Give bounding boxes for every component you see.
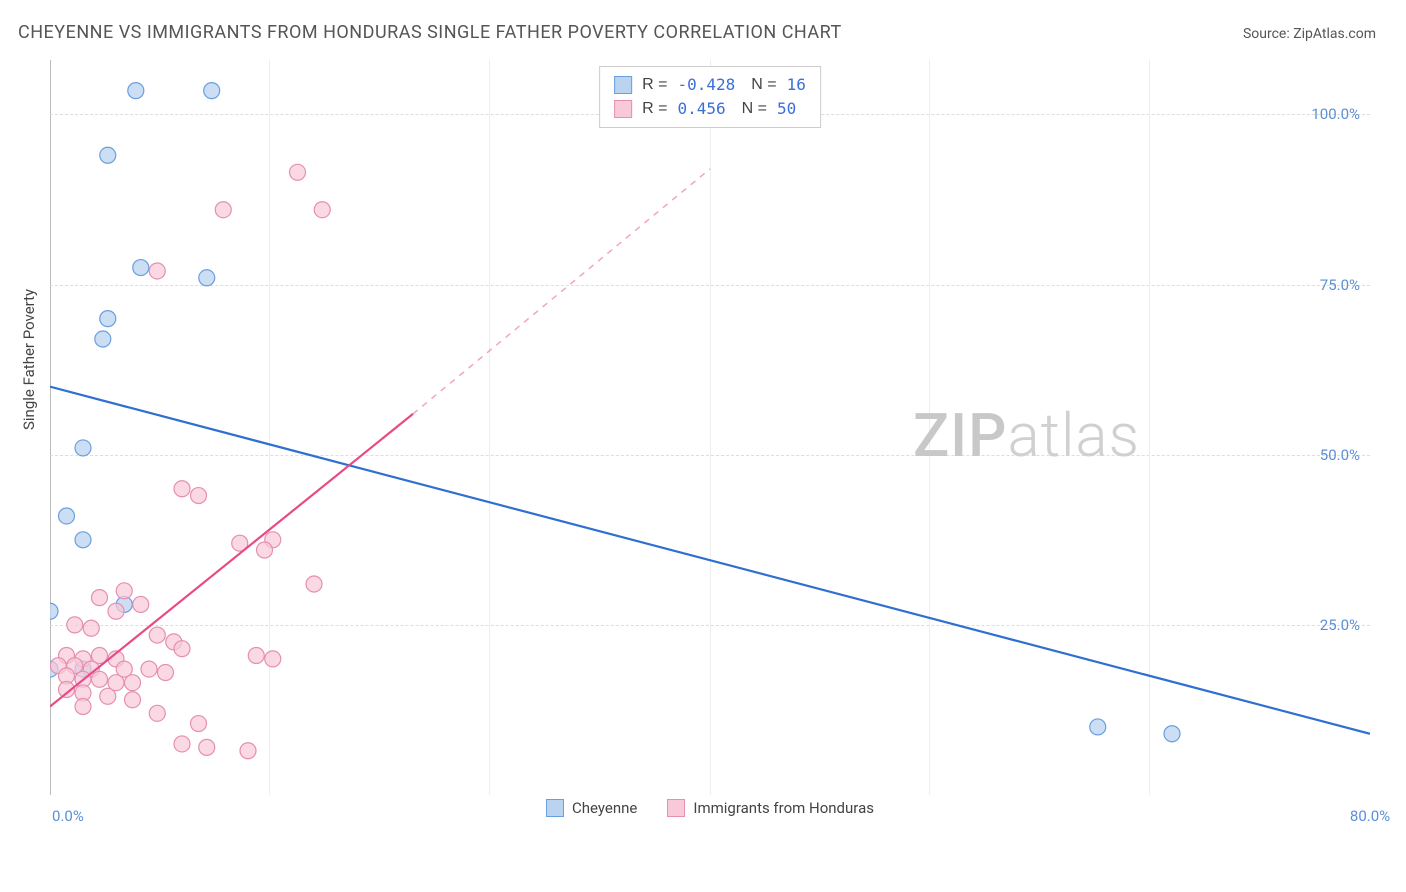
honduras-point <box>215 202 231 218</box>
honduras-point <box>149 627 165 643</box>
honduras-point <box>290 164 306 180</box>
cheyenne-point <box>75 532 91 548</box>
legend-n-value: 50 <box>777 97 796 121</box>
honduras-point <box>125 675 141 691</box>
y-axis-label: Single Father Poverty <box>20 289 38 430</box>
source-link[interactable]: ZipAtlas.com <box>1293 26 1376 42</box>
honduras-point <box>133 596 149 612</box>
honduras-point <box>92 590 108 606</box>
cheyenne-point <box>199 270 215 286</box>
chart-title: CHEYENNE VS IMMIGRANTS FROM HONDURAS SIN… <box>18 22 842 43</box>
source-prefix: Source: <box>1243 26 1293 42</box>
legend-swatch <box>614 100 632 118</box>
honduras-point <box>100 688 116 704</box>
honduras-point <box>92 671 108 687</box>
legend-r-value: 0.456 <box>677 97 725 121</box>
honduras-point <box>191 716 207 732</box>
legend-r-label: R = <box>642 73 667 97</box>
cheyenne-point <box>204 83 220 99</box>
correlation-legend: R =-0.428N =16R = 0.456N =50 <box>599 66 821 128</box>
correlation-legend-row: R = -0.428 N = 16 <box>614 73 806 97</box>
cheyenne-point <box>50 603 58 619</box>
honduras-point <box>108 603 124 619</box>
honduras-point <box>83 620 99 636</box>
chart-svg <box>50 60 1370 815</box>
scatter-plot: ZIPatlas R =-0.428N =16R = 0.456N =50 Ch… <box>50 60 1370 815</box>
cheyenne-point <box>1090 719 1106 735</box>
honduras-point <box>174 481 190 497</box>
honduras-trend-line <box>50 414 413 707</box>
honduras-point <box>125 692 141 708</box>
honduras-point <box>149 705 165 721</box>
honduras-point <box>199 739 215 755</box>
legend-n-value: 16 <box>787 73 806 97</box>
legend-swatch <box>614 76 632 94</box>
cheyenne-point <box>95 331 111 347</box>
legend-r-value: -0.428 <box>677 73 735 97</box>
cheyenne-trend-line <box>50 387 1370 734</box>
cheyenne-point <box>59 508 75 524</box>
chart-header: CHEYENNE VS IMMIGRANTS FROM HONDURAS SIN… <box>0 0 1406 53</box>
honduras-point <box>248 647 264 663</box>
cheyenne-point <box>133 260 149 276</box>
honduras-point <box>149 263 165 279</box>
cheyenne-point <box>100 311 116 327</box>
honduras-point <box>191 488 207 504</box>
honduras-point <box>75 699 91 715</box>
honduras-point <box>116 583 132 599</box>
honduras-trend-dash <box>413 169 710 414</box>
honduras-point <box>306 576 322 592</box>
cheyenne-point <box>128 83 144 99</box>
honduras-point <box>257 542 273 558</box>
honduras-point <box>174 736 190 752</box>
cheyenne-point <box>1164 726 1180 742</box>
correlation-legend-row: R = 0.456 N = 50 <box>614 97 806 121</box>
cheyenne-point <box>75 440 91 456</box>
honduras-point <box>141 661 157 677</box>
source-attribution: Source: ZipAtlas.com <box>1243 26 1376 42</box>
honduras-point <box>240 743 256 759</box>
cheyenne-point <box>100 147 116 163</box>
honduras-point <box>265 651 281 667</box>
honduras-point <box>174 641 190 657</box>
legend-n-label: N = <box>751 73 776 97</box>
honduras-point <box>314 202 330 218</box>
honduras-point <box>67 617 83 633</box>
legend-n-label: N = <box>742 97 767 121</box>
honduras-point <box>158 665 174 681</box>
legend-r-label: R = <box>642 97 667 121</box>
